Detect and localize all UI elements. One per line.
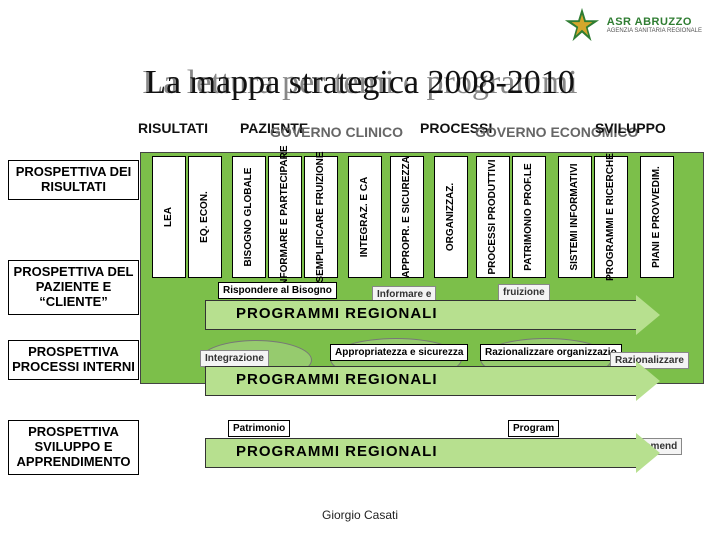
program-band: PROGRAMMI REGIONALI xyxy=(205,300,637,330)
arrow-right-icon xyxy=(636,433,660,473)
perspective-label: PROSPETTIVA SVILUPPO E APPRENDIMENTO xyxy=(17,424,131,469)
vl: PROGRAMMI E RICERCHE xyxy=(606,153,617,281)
vl: EQ. ECON. xyxy=(200,191,211,243)
perspective-label: PROSPETTIVA DEI RISULTATI xyxy=(16,164,132,194)
author-footer: Giorgio Casati xyxy=(0,508,720,522)
hdr-sviluppo: SVILUPPO xyxy=(595,120,666,136)
perspective-box: PROSPETTIVA DEL PAZIENTE E “CLIENTE” xyxy=(8,260,139,315)
caption: Program xyxy=(508,420,559,437)
caption: fruizione xyxy=(498,284,550,301)
vl: PATRIMONIO PROF.LE xyxy=(524,163,535,270)
perspective-box: PROSPETTIVA DEI RISULTATI xyxy=(8,160,139,200)
vl: INFORMARE E PARTECIPARE xyxy=(280,146,291,289)
column-headers: RISULTATI PAZIENTE GOVERNO CLINICO PROCE… xyxy=(140,120,700,150)
band-label: PROGRAMMI REGIONALI xyxy=(236,305,438,322)
caption: Rispondere al Bisogno xyxy=(218,282,337,299)
caption: Integrazione xyxy=(200,350,269,367)
page-title: La lettura per temi e programmi La mappa… xyxy=(0,64,720,102)
perspective-box: PROSPETTIVA PROCESSI INTERNI xyxy=(8,340,139,380)
logo-star-icon xyxy=(563,6,601,44)
vl: ORGANIZZAZ. xyxy=(446,183,457,251)
title-front: La mappa strategica 2008-2010 xyxy=(0,64,720,102)
vl: PIANI E PROVVEDIM. xyxy=(652,166,663,268)
vl: SISTEMI INFORMATIVI xyxy=(570,163,581,270)
perspective-label: PROSPETTIVA DEL PAZIENTE E “CLIENTE” xyxy=(14,264,134,309)
logo-region: ABRUZZO xyxy=(635,16,692,28)
band-label: PROGRAMMI REGIONALI xyxy=(236,443,438,460)
vl: SEMPLIFICARE FRUIZIONE xyxy=(316,151,327,282)
arrow-right-icon xyxy=(636,361,660,401)
caption: Patrimonio xyxy=(228,420,290,437)
vl: INTEGRAZ. E CA xyxy=(360,177,371,258)
vl: LEA xyxy=(164,207,175,227)
caption: Razionalizzare organizzazio xyxy=(480,344,622,361)
vl: APPROPR. E SICUREZZA xyxy=(402,156,413,278)
perspective-label: PROSPETTIVA PROCESSI INTERNI xyxy=(12,344,135,374)
program-band: PROGRAMMI REGIONALI xyxy=(205,438,637,468)
program-band: PROGRAMMI REGIONALI xyxy=(205,366,637,396)
vl: PROCESSI PRODUTTIVI xyxy=(488,159,499,274)
logo-brand: ASR xyxy=(607,16,632,28)
brand-logo: ASR ABRUZZO AGENZIA SANITARIA REGIONALE xyxy=(563,6,702,44)
vertical-label-row: LEA EQ. ECON. BISOGNO GLOBALE INFORMARE … xyxy=(150,156,702,276)
hdr-risultati: RISULTATI xyxy=(138,120,208,136)
band-label: PROGRAMMI REGIONALI xyxy=(236,371,438,388)
arrow-right-icon xyxy=(636,295,660,335)
vl: BISOGNO GLOBALE xyxy=(244,168,255,267)
logo-sub: AGENZIA SANITARIA REGIONALE xyxy=(607,28,702,34)
perspective-box: PROSPETTIVA SVILUPPO E APPRENDIMENTO xyxy=(8,420,139,475)
caption: Appropriatezza e sicurezza xyxy=(330,344,468,361)
hdr-gov-clinico: GOVERNO CLINICO xyxy=(270,124,403,140)
logo-text: ASR ABRUZZO AGENZIA SANITARIA REGIONALE xyxy=(607,17,702,34)
